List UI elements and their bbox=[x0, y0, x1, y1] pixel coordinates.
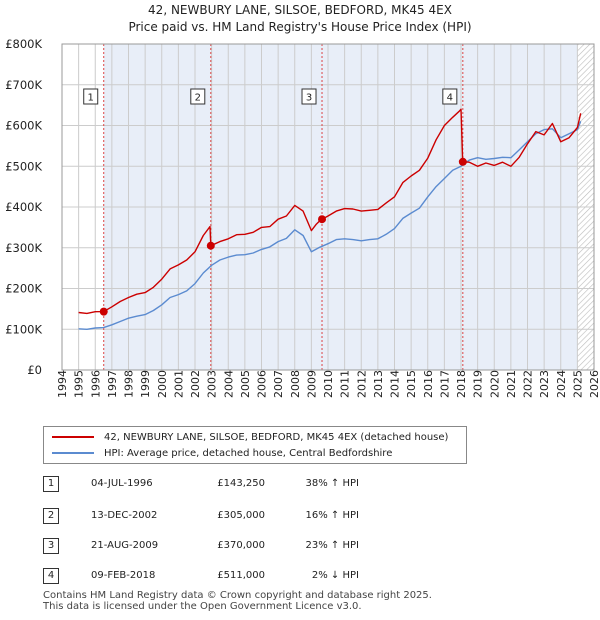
legend-label-property: 42, NEWBURY LANE, SILSOE, BEDFORD, MK45 … bbox=[104, 431, 449, 443]
transaction-hpi: 38% ↑ HPI bbox=[305, 478, 359, 489]
plot-frame bbox=[61, 43, 595, 371]
transaction-price: £511,000 bbox=[217, 570, 265, 581]
price-chart: 1 2 3 4 £0 £100K £200K £300K £400K £500K £600K £70… bbox=[5, 37, 600, 398]
x-tick-label: 2007 bbox=[272, 370, 285, 398]
y-tick-label: £200K bbox=[5, 282, 42, 296]
transaction-date: 21-AUG-2009 bbox=[91, 540, 159, 551]
y-tick-label: £500K bbox=[5, 159, 42, 173]
x-tick-label: 1998 bbox=[123, 370, 136, 398]
x-tick-label: 2025 bbox=[571, 370, 584, 398]
sale-point bbox=[99, 307, 108, 316]
x-tick-label: 1999 bbox=[139, 370, 152, 398]
legend-label-hpi: HPI: Average price, detached house, Cent… bbox=[104, 447, 393, 459]
x-tick-label: 1995 bbox=[73, 370, 86, 398]
footer-copyright: Contains HM Land Registry data © Crown c… bbox=[43, 590, 432, 601]
x-tick-label: 2022 bbox=[522, 370, 535, 398]
sale-label-box bbox=[190, 88, 206, 105]
footer: Contains HM Land Registry data © Crown c… bbox=[43, 590, 432, 612]
transaction-number: 3 bbox=[43, 538, 59, 554]
sale-label: 3 bbox=[306, 93, 312, 104]
transaction-row: 4 09-FEB-2018 £511,000 2% ↓ HPI bbox=[43, 568, 403, 584]
transaction-hpi: 23% ↑ HPI bbox=[305, 540, 359, 551]
legend-item-property: 42, NEWBURY LANE, SILSOE, BEDFORD, MK45 … bbox=[52, 430, 448, 444]
transaction-row: 3 21-AUG-2009 £370,000 23% ↑ HPI bbox=[43, 538, 403, 554]
sale-label: 4 bbox=[447, 93, 453, 104]
sale-label-box bbox=[442, 88, 458, 105]
chart-title: 42, NEWBURY LANE, SILSOE, BEDFORD, MK45 … bbox=[148, 3, 452, 17]
x-tick-label: 2003 bbox=[206, 370, 219, 398]
sale-label: 1 bbox=[88, 93, 94, 104]
transaction-date: 13-DEC-2002 bbox=[91, 510, 158, 521]
x-tick-label: 2018 bbox=[455, 370, 468, 398]
x-tick-label: 1996 bbox=[89, 370, 102, 398]
sale-label-box bbox=[83, 88, 99, 105]
y-tick-label: £800K bbox=[5, 37, 42, 51]
x-tick-label: 2014 bbox=[389, 370, 402, 398]
transaction-price: £305,000 bbox=[217, 510, 265, 521]
chart-subtitle: Price paid vs. HM Land Registry's House … bbox=[128, 20, 472, 34]
x-tick-label: 2011 bbox=[339, 370, 352, 398]
legend-item-hpi: HPI: Average price, detached house, Cent… bbox=[52, 446, 392, 460]
y-tick-label: £0 bbox=[27, 363, 42, 377]
hpi-line bbox=[78, 121, 582, 330]
x-tick-label: 2002 bbox=[189, 370, 202, 398]
y-tick-label: £400K bbox=[5, 200, 42, 214]
x-tick-label: 2010 bbox=[322, 370, 335, 398]
x-tick-label: 2015 bbox=[405, 370, 418, 398]
x-tick-label: 2000 bbox=[156, 370, 169, 398]
x-tick-label: 2021 bbox=[505, 370, 518, 398]
transaction-date: 04-JUL-1996 bbox=[91, 478, 153, 489]
transaction-row: 2 13-DEC-2002 £305,000 16% ↑ HPI bbox=[43, 508, 403, 524]
x-tick-label: 1997 bbox=[106, 370, 119, 398]
legend-swatch-property bbox=[52, 436, 94, 438]
transaction-number: 4 bbox=[43, 568, 59, 584]
x-tick-label: 1994 bbox=[56, 370, 69, 398]
x-tick-label: 2013 bbox=[372, 370, 385, 398]
legend: 42, NEWBURY LANE, SILSOE, BEDFORD, MK45 … bbox=[43, 426, 467, 464]
transaction-price: £143,250 bbox=[217, 478, 265, 489]
y-tick-label: £600K bbox=[5, 119, 42, 133]
legend-swatch-hpi bbox=[52, 452, 94, 454]
x-tick-label: 2019 bbox=[472, 370, 485, 398]
transaction-row: 1 04-JUL-1996 £143,250 38% ↑ HPI bbox=[43, 476, 403, 492]
transaction-hpi: 16% ↑ HPI bbox=[305, 510, 359, 521]
sale-point bbox=[318, 215, 327, 224]
sale-label-box bbox=[301, 88, 317, 105]
x-tick-label: 2005 bbox=[239, 370, 252, 398]
x-tick-label: 2016 bbox=[422, 370, 435, 398]
transaction-price: £370,000 bbox=[217, 540, 265, 551]
x-tick-label: 2001 bbox=[172, 370, 185, 398]
x-tick-label: 2004 bbox=[222, 370, 235, 398]
x-tick-label: 2023 bbox=[538, 370, 551, 398]
x-tick-label: 2026 bbox=[588, 370, 600, 398]
transaction-number: 1 bbox=[43, 476, 59, 492]
y-tick-label: £100K bbox=[5, 322, 42, 336]
transaction-hpi: 2% ↓ HPI bbox=[311, 570, 359, 581]
x-tick-label: 2006 bbox=[256, 370, 269, 398]
y-tick-label: £700K bbox=[5, 78, 42, 92]
x-tick-label: 2008 bbox=[289, 370, 302, 398]
y-tick-label: £300K bbox=[5, 241, 42, 255]
property-price-line bbox=[78, 108, 582, 315]
x-tick-label: 2009 bbox=[305, 370, 318, 398]
sale-point bbox=[458, 157, 467, 166]
x-tick-label: 2017 bbox=[438, 370, 451, 398]
sale-label: 2 bbox=[195, 93, 201, 104]
transaction-date: 09-FEB-2018 bbox=[91, 570, 156, 581]
transaction-number: 2 bbox=[43, 508, 59, 524]
sale-point bbox=[206, 241, 215, 250]
x-tick-label: 2020 bbox=[488, 370, 501, 398]
footer-licence: This data is licensed under the Open Gov… bbox=[43, 601, 362, 612]
x-tick-label: 2024 bbox=[555, 370, 568, 398]
x-tick-label: 2012 bbox=[355, 370, 368, 398]
